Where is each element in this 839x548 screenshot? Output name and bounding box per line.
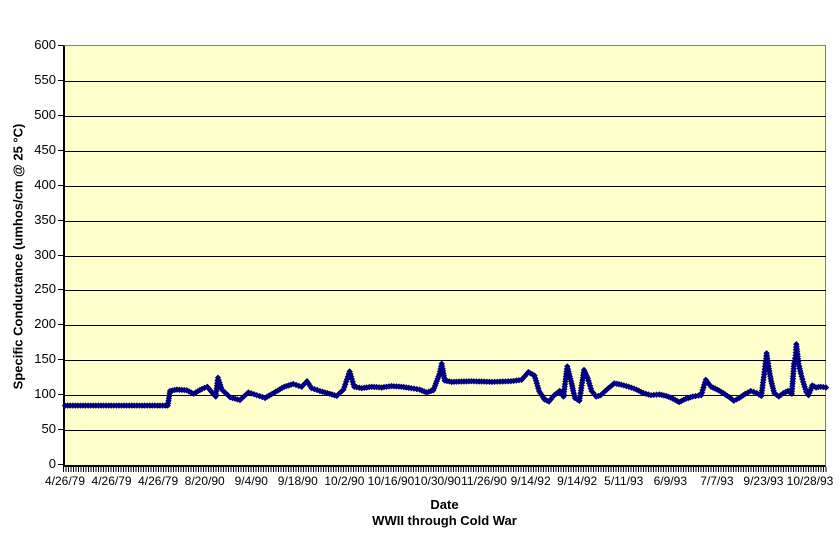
y-tick-label: 0 (48, 456, 56, 471)
y-tick-label: 500 (34, 106, 56, 122)
x-tick-label: 9/23/93 (743, 474, 784, 488)
x-axis-title: Date (430, 497, 459, 512)
x-tick-label: 9/14/92 (557, 474, 598, 488)
x-axis-minor-ticks (63, 467, 827, 472)
x-tick-label: 7/7/93 (700, 474, 734, 488)
y-tick-label: 450 (34, 141, 56, 157)
x-tick-label: 4/26/79 (44, 474, 86, 488)
y-tick-label: 200 (34, 316, 56, 332)
x-tick-label: 10/16/90 (367, 474, 415, 488)
y-tick-label: 600 (34, 37, 56, 52)
y-tick-mark (58, 220, 63, 221)
y-tick-mark (58, 255, 63, 256)
y-tick-mark (58, 324, 63, 325)
y-tick-label: 400 (34, 176, 56, 192)
x-tick-label: 10/2/90 (324, 474, 365, 488)
data-series (61, 341, 830, 409)
y-tick-mark (58, 80, 63, 81)
y-tick-label: 350 (34, 211, 56, 227)
y-tick-label: 250 (34, 281, 56, 297)
data-series-markers (61, 341, 830, 409)
y-tick-mark (58, 359, 63, 360)
y-tick-label: 300 (34, 246, 56, 262)
y-tick-mark (58, 45, 63, 46)
x-tick-label: 9/14/92 (510, 474, 551, 488)
x-axis-subtitle: WWII through Cold War (372, 513, 517, 528)
x-tick-label: 8/20/90 (184, 474, 225, 488)
x-tick-label: 5/11/93 (604, 474, 644, 488)
chart-plot-svg (61, 81, 830, 431)
x-tick-label: 10/30/90 (414, 474, 461, 488)
x-tick-label: 9/18/90 (277, 474, 318, 488)
x-tick-label: 6/9/93 (653, 474, 687, 488)
y-tick-mark (58, 289, 63, 290)
y-tick-label: 100 (34, 386, 56, 402)
y-tick-label: 150 (34, 351, 56, 367)
x-tick-label: 9/4/90 (234, 474, 268, 488)
gridlines (65, 81, 826, 431)
y-tick-mark (58, 394, 63, 395)
y-tick-label: 550 (34, 71, 56, 87)
x-tick-label: 4/26/79 (91, 474, 132, 488)
y-tick-mark (58, 464, 63, 465)
y-tick-mark (58, 185, 63, 186)
y-tick-mark (58, 150, 63, 151)
plot-area (61, 45, 830, 467)
x-tick-label: 10/28/93 (786, 474, 834, 488)
x-tick-label: 11/26/90 (461, 474, 507, 488)
y-tick-label: 50 (41, 421, 56, 437)
y-tick-mark (58, 429, 63, 430)
x-tick-label: 4/26/79 (138, 474, 179, 488)
y-tick-mark (58, 115, 63, 116)
